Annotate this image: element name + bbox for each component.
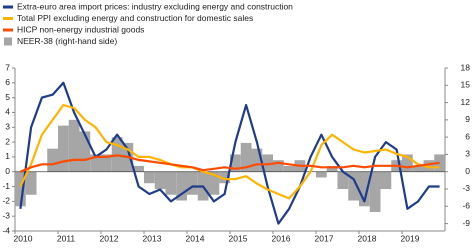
bar <box>90 154 101 172</box>
bar <box>230 154 241 172</box>
bar <box>251 148 263 172</box>
series-line <box>19 103 440 200</box>
y-tick-label: 2 <box>5 136 10 146</box>
bar <box>337 171 349 189</box>
x-tick-label: 2018 <box>358 233 377 243</box>
bar <box>79 131 91 172</box>
x-tick-label: 2013 <box>143 233 162 243</box>
bar <box>176 171 187 201</box>
y2-tick-label: 12 <box>461 97 471 107</box>
y2-tick-label: 3 <box>465 149 470 159</box>
y-tick-label: -4 <box>2 225 10 235</box>
y-tick-label: 6 <box>5 77 10 87</box>
bar <box>133 165 144 172</box>
y-tick-label: -2 <box>2 196 10 206</box>
y-tick-label: 1 <box>5 151 10 161</box>
y2-tick-label: -6 <box>462 201 470 211</box>
y2-tick-label: 15 <box>461 80 471 90</box>
y-tick-label: -1 <box>2 181 10 191</box>
legend-label: HICP non-energy industrial goods <box>17 24 144 34</box>
x-tick-label: 2019 <box>401 233 420 243</box>
legend-swatch <box>4 37 12 46</box>
bar <box>25 171 37 195</box>
bar <box>348 171 359 201</box>
x-tick-label: 2012 <box>100 233 119 243</box>
bar <box>402 154 413 172</box>
bar <box>68 119 80 172</box>
bar <box>240 142 252 172</box>
x-tick-label: 2011 <box>57 233 76 243</box>
bar <box>326 165 338 172</box>
bar <box>359 171 370 207</box>
x-tick-label: 2014 <box>186 233 205 243</box>
y-tick-label: 5 <box>5 92 10 102</box>
legend-label: NEER-38 (right-hand side) <box>17 36 117 46</box>
bar <box>316 171 327 178</box>
x-tick-label: 2015 <box>229 233 248 243</box>
y2-tick-label: -9 <box>462 218 470 228</box>
bar <box>219 171 230 184</box>
y-tick-label: 3 <box>5 122 10 132</box>
legend-label: Extra-euro area import prices: industry … <box>17 1 293 11</box>
bar <box>154 171 166 189</box>
bar <box>412 165 424 172</box>
y2-tick-label: 6 <box>465 131 470 141</box>
y2-tick-label: 18 <box>461 62 471 72</box>
bar <box>187 171 198 195</box>
bar <box>273 160 284 172</box>
y2-tick-label: 9 <box>465 114 470 124</box>
bar <box>423 160 435 172</box>
series-line <box>19 154 440 173</box>
bar <box>262 154 273 172</box>
y-tick-label: -3 <box>2 210 10 220</box>
bar <box>47 148 58 172</box>
bar <box>369 171 381 213</box>
y2-tick-label: -3 <box>462 183 470 193</box>
y-tick-label: 0 <box>5 166 10 176</box>
bar <box>208 171 220 195</box>
bar <box>165 171 177 195</box>
y-tick-label: 4 <box>5 107 10 117</box>
x-tick-label: 2017 <box>315 233 334 243</box>
bar <box>380 171 392 189</box>
bar <box>15 171 26 207</box>
bar <box>101 154 112 172</box>
bar <box>144 171 155 184</box>
bar <box>58 125 69 172</box>
bar <box>283 165 295 172</box>
y2-tick-label: 0 <box>465 166 470 176</box>
legend-label: Total PPI excluding energy and construct… <box>17 13 253 23</box>
x-tick-label: 2016 <box>272 233 291 243</box>
y-tick-label: 7 <box>5 62 10 72</box>
x-tick-label: 2010 <box>14 233 33 243</box>
